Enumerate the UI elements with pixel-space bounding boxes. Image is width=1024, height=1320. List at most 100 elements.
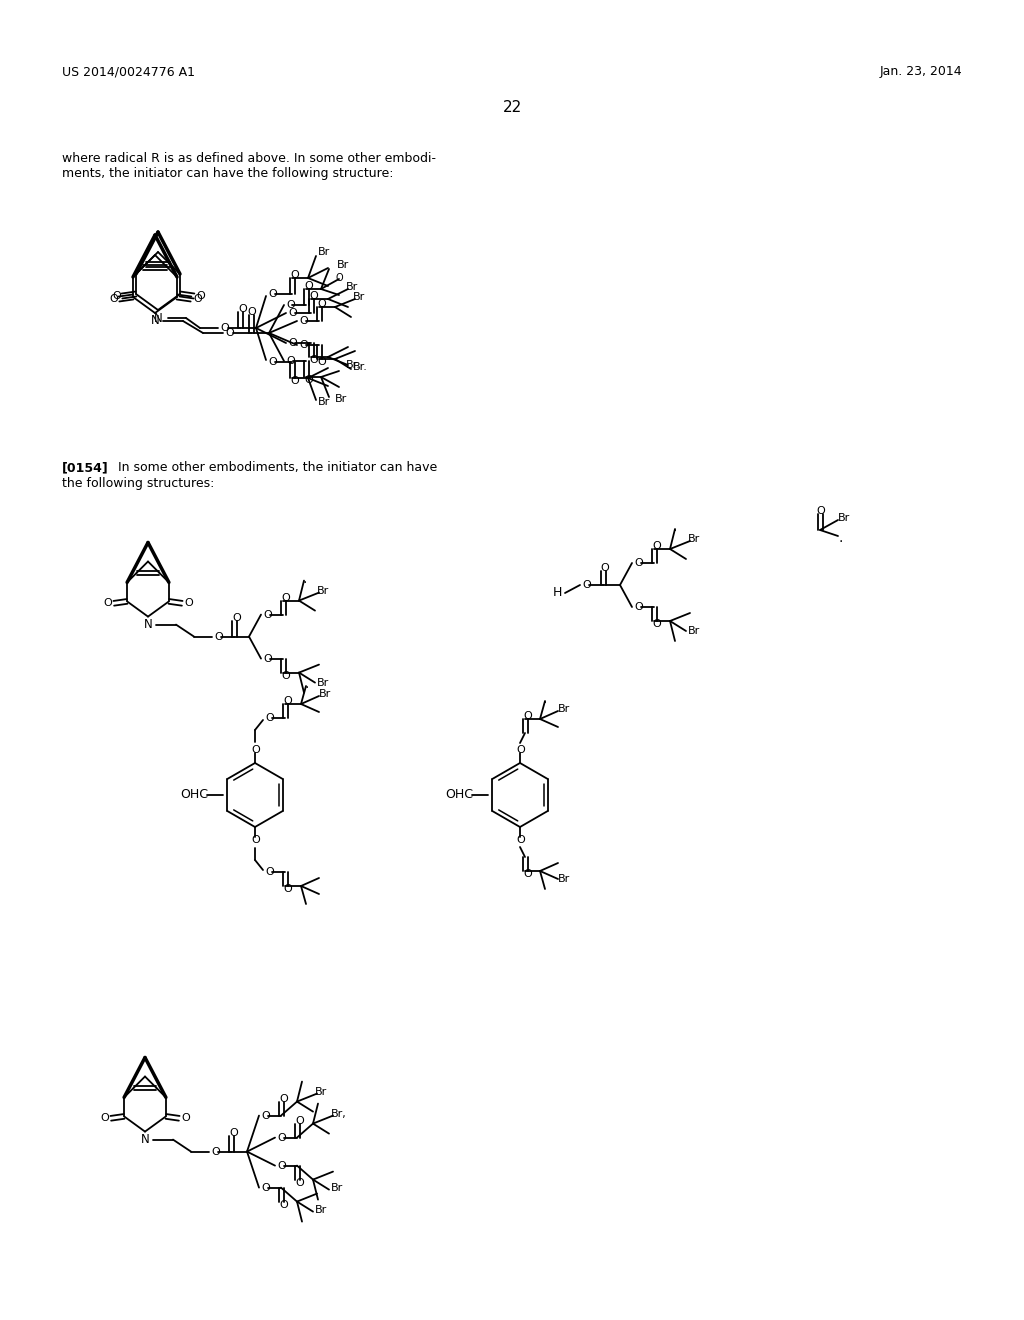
Text: O: O: [288, 338, 297, 348]
Text: O: O: [299, 341, 308, 350]
Text: O: O: [335, 273, 343, 282]
Text: O: O: [265, 713, 273, 723]
Text: O: O: [263, 610, 271, 619]
Text: N: N: [141, 1133, 150, 1146]
Text: Br: Br: [688, 535, 700, 544]
Text: O: O: [238, 304, 247, 314]
Text: Br: Br: [318, 397, 331, 407]
Text: the following structures:: the following structures:: [62, 477, 214, 490]
Text: Br,: Br,: [331, 1109, 347, 1118]
Text: O: O: [278, 1133, 286, 1143]
Text: O: O: [816, 506, 824, 516]
Text: Br: Br: [317, 586, 330, 595]
Text: Br: Br: [318, 247, 331, 257]
Text: O: O: [184, 598, 193, 609]
Text: O: O: [261, 1183, 269, 1192]
Text: Br: Br: [315, 1205, 328, 1214]
Text: ments, the initiator can have the following structure:: ments, the initiator can have the follow…: [62, 166, 393, 180]
Text: O: O: [304, 281, 312, 290]
Text: O: O: [279, 1200, 288, 1209]
Text: O: O: [523, 869, 531, 879]
Text: .: .: [838, 531, 843, 545]
Text: O: O: [295, 1177, 304, 1188]
Text: O: O: [290, 271, 299, 280]
Text: O: O: [317, 300, 326, 309]
Text: O: O: [220, 323, 228, 333]
Text: O: O: [279, 1093, 288, 1104]
Text: Br: Br: [558, 704, 570, 714]
Text: O: O: [317, 356, 326, 367]
Text: OHC: OHC: [180, 788, 208, 801]
Text: O: O: [109, 294, 118, 304]
Text: O: O: [288, 308, 297, 318]
Text: O: O: [214, 631, 223, 642]
Text: O: O: [268, 289, 276, 300]
Text: Br: Br: [317, 677, 330, 688]
Text: Br: Br: [315, 1086, 328, 1097]
Text: H: H: [553, 586, 562, 599]
Text: Br: Br: [346, 282, 358, 292]
Text: O: O: [523, 711, 531, 721]
Text: O: O: [251, 836, 260, 845]
Text: Br: Br: [335, 393, 347, 404]
Text: O: O: [652, 619, 660, 630]
Text: O: O: [100, 1113, 110, 1123]
Text: .: .: [302, 572, 306, 586]
Text: N: N: [151, 314, 160, 327]
Text: O: O: [286, 356, 295, 366]
Text: O: O: [229, 1127, 238, 1138]
Text: O: O: [232, 612, 241, 623]
Text: Br: Br: [331, 1183, 343, 1192]
Text: O: O: [261, 1110, 269, 1121]
Text: O: O: [295, 1115, 304, 1126]
Text: O: O: [309, 290, 317, 301]
Text: O: O: [265, 867, 273, 876]
Text: O: O: [103, 598, 113, 609]
Text: O: O: [281, 671, 290, 681]
Text: Br: Br: [337, 260, 349, 271]
Text: Br.: Br.: [346, 360, 360, 370]
Text: Br: Br: [319, 689, 331, 700]
Text: O: O: [268, 356, 276, 367]
Text: where radical R is as defined above. In some other embodi-: where radical R is as defined above. In …: [62, 152, 436, 165]
Text: O: O: [247, 308, 256, 317]
Text: [0154]: [0154]: [62, 462, 109, 474]
Text: Br: Br: [353, 292, 366, 302]
Text: O: O: [263, 653, 271, 664]
Text: O: O: [290, 376, 299, 385]
Text: O: O: [634, 558, 643, 568]
Text: Br: Br: [838, 513, 850, 523]
Text: O: O: [251, 744, 260, 755]
Text: N: N: [144, 618, 153, 631]
Text: O: O: [278, 1160, 286, 1171]
Text: O: O: [516, 744, 524, 755]
Text: O: O: [299, 315, 308, 326]
Text: O: O: [193, 294, 202, 304]
Text: O: O: [652, 541, 660, 550]
Text: Br.: Br.: [353, 362, 368, 372]
Text: O: O: [281, 593, 290, 603]
Text: O: O: [582, 579, 591, 590]
Text: US 2014/0024776 A1: US 2014/0024776 A1: [62, 66, 195, 78]
Text: O: O: [309, 355, 317, 366]
Text: OHC: OHC: [445, 788, 473, 801]
Text: Br: Br: [688, 626, 700, 636]
Text: O: O: [112, 290, 121, 301]
Text: .: .: [673, 520, 677, 535]
Text: O: O: [196, 290, 205, 301]
Text: O: O: [516, 836, 524, 845]
Text: .: .: [543, 692, 548, 706]
Text: O: O: [286, 300, 295, 310]
Text: Jan. 23, 2014: Jan. 23, 2014: [880, 66, 962, 78]
Text: .: .: [304, 677, 308, 690]
Text: O: O: [283, 696, 292, 706]
Text: O: O: [225, 327, 233, 338]
Text: O: O: [181, 1113, 189, 1123]
Text: In some other embodiments, the initiator can have: In some other embodiments, the initiator…: [118, 462, 437, 474]
Text: Br: Br: [558, 874, 570, 884]
Text: 22: 22: [503, 100, 521, 116]
Text: O: O: [634, 602, 643, 612]
Text: N: N: [154, 312, 163, 325]
Text: O: O: [304, 375, 312, 385]
Text: O: O: [600, 564, 608, 573]
